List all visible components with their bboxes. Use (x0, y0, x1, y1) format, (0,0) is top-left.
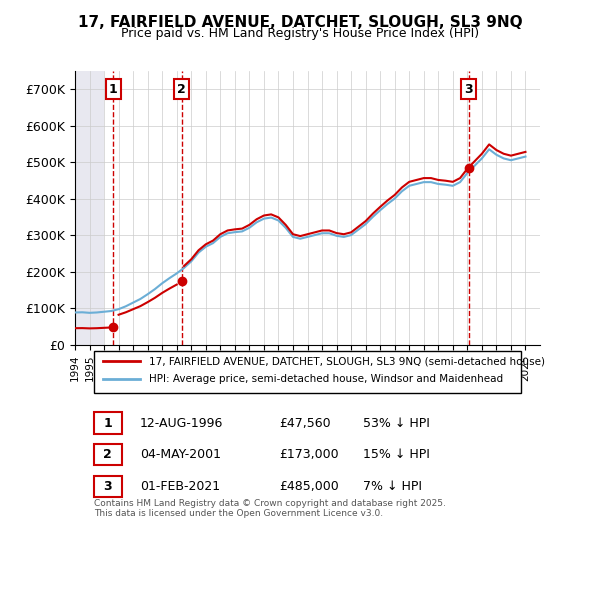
Text: Contains HM Land Registry data © Crown copyright and database right 2025.
This d: Contains HM Land Registry data © Crown c… (94, 499, 445, 518)
Text: 3: 3 (464, 83, 473, 96)
Text: £485,000: £485,000 (280, 480, 340, 493)
Text: 17, FAIRFIELD AVENUE, DATCHET, SLOUGH, SL3 9NQ (semi-detached house): 17, FAIRFIELD AVENUE, DATCHET, SLOUGH, S… (149, 356, 545, 366)
Text: 1: 1 (103, 417, 112, 430)
Text: Price paid vs. HM Land Registry's House Price Index (HPI): Price paid vs. HM Land Registry's House … (121, 27, 479, 40)
Text: £173,000: £173,000 (280, 448, 339, 461)
FancyBboxPatch shape (94, 351, 521, 393)
Text: 01-FEB-2021: 01-FEB-2021 (140, 480, 220, 493)
FancyBboxPatch shape (94, 412, 121, 434)
Text: HPI: Average price, semi-detached house, Windsor and Maidenhead: HPI: Average price, semi-detached house,… (149, 374, 503, 384)
Text: 7% ↓ HPI: 7% ↓ HPI (364, 480, 422, 493)
Text: £47,560: £47,560 (280, 417, 331, 430)
Text: 15% ↓ HPI: 15% ↓ HPI (364, 448, 430, 461)
Text: 3: 3 (103, 480, 112, 493)
Text: 17, FAIRFIELD AVENUE, DATCHET, SLOUGH, SL3 9NQ: 17, FAIRFIELD AVENUE, DATCHET, SLOUGH, S… (77, 15, 523, 30)
Text: 2: 2 (103, 448, 112, 461)
Bar (75, 71, 104, 345)
FancyBboxPatch shape (94, 476, 121, 497)
Text: 2: 2 (177, 83, 186, 96)
Text: 12-AUG-1996: 12-AUG-1996 (140, 417, 223, 430)
Text: 04-MAY-2001: 04-MAY-2001 (140, 448, 221, 461)
Text: 53% ↓ HPI: 53% ↓ HPI (364, 417, 430, 430)
Text: 1: 1 (109, 83, 118, 96)
FancyBboxPatch shape (94, 444, 121, 466)
